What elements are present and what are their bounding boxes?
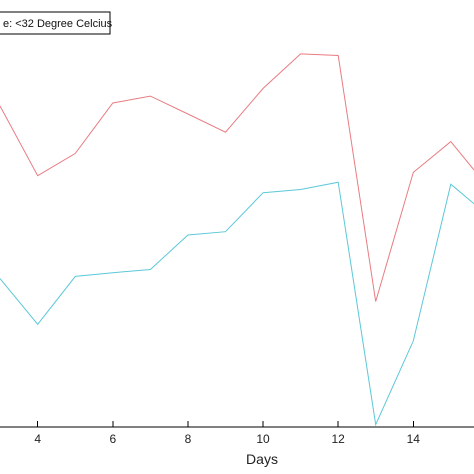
series-layer (0, 53, 474, 427)
x-tick-label: 14 (407, 432, 421, 446)
legend-entry-label: e: <32 Degree Celcius (3, 18, 113, 30)
x-tick-label: 10 (256, 432, 270, 446)
x-ticks: 4 6 8 10 12 14 (34, 421, 420, 446)
legend: e: <32 Degree Celcius (0, 11, 113, 35)
x-axis-title: Days (246, 451, 278, 467)
x-tick-label: 8 (185, 432, 192, 446)
series-line-1 (0, 53, 474, 302)
legend-box (0, 11, 111, 35)
x-tick-label: 12 (331, 432, 345, 446)
x-tick-label: 4 (34, 432, 41, 446)
series-line-2 (0, 181, 474, 427)
x-tick-label: 6 (109, 432, 116, 446)
